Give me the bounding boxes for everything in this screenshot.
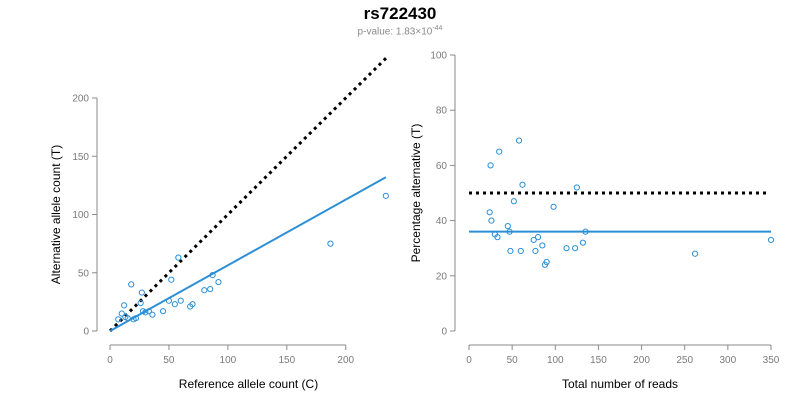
y-tick-label: 0 [83,327,89,338]
data-point [573,184,580,191]
x-tick-label: 100 [547,355,564,366]
x-axis-label: Reference allele count (C) [179,377,318,391]
data-point [579,239,586,246]
data-point [209,271,216,279]
data-point [486,209,493,216]
data-point [504,223,511,230]
y-axis: 0 50 100 150 200 [72,94,98,338]
data-point [128,281,135,288]
data-points [486,137,775,268]
y-tick-label: 100 [72,210,89,221]
data-point [506,228,513,235]
fit-line [109,176,387,332]
data-point [507,247,514,255]
data-point [168,276,175,283]
data-point [142,309,149,316]
y-axis-label: Percentage alternative (T) [409,124,423,263]
x-axis: 0 50 100 150 200 250 300 350 [466,344,780,366]
data-point [539,242,546,249]
data-point [582,228,589,235]
y-tick-label: 60 [436,161,448,172]
x-axis: 0 50 100 150 200 [107,344,355,366]
data-point [121,302,128,309]
data-point [767,236,775,244]
data-point [165,297,173,304]
data-point [530,236,537,244]
data-point [207,285,214,293]
data-point [137,299,144,307]
data-point [124,315,131,322]
data-point [543,258,550,266]
data-point [171,301,178,308]
data-point [487,162,494,169]
data-point [177,297,184,304]
data-point [572,245,579,252]
data-point [145,308,152,315]
y-tick-label: 80 [436,106,448,117]
percentage-alternative-panel: 0 50 100 150 200 250 300 350 0 20 40 60 80 100 Total n… [409,51,780,392]
allele-count-scatter-panel: 0 50 100 150 200 0 50 100 150 200 Reference allele… [49,56,389,391]
x-tick-label: 100 [220,355,237,366]
y-tick-label: 50 [78,268,90,279]
data-point [118,310,125,317]
data-point [494,234,501,241]
y-tick-label: 100 [430,51,447,62]
data-point [488,217,495,224]
x-tick-label: 0 [107,355,113,366]
data-point [138,289,145,296]
reference-dotted-line [108,56,389,333]
data-point [149,311,156,318]
x-tick-label: 300 [720,355,737,366]
data-point [510,198,517,205]
x-tick-label: 350 [763,355,780,366]
data-point [550,203,557,210]
y-tick-label: 150 [72,152,89,163]
data-point [519,181,526,188]
data-point [189,301,196,308]
x-axis-label: Total number of reads [562,377,678,391]
y-tick-label: 40 [436,216,448,227]
x-tick-label: 0 [466,355,472,366]
subtitle-exponent: -44 [432,25,443,32]
x-tick-label: 150 [590,355,607,366]
x-tick-label: 200 [633,355,650,366]
data-point [534,234,542,241]
x-tick-label: 150 [278,355,295,366]
data-point [327,240,334,247]
data-points [115,192,389,323]
y-axis-label: Alternative allele count (T) [49,145,63,284]
data-point [215,278,222,286]
data-point [115,316,122,323]
y-tick-label: 0 [441,327,447,338]
data-point [563,245,570,252]
chart-title: rs722430 [363,4,437,23]
data-point [175,254,182,261]
data-point [159,308,167,315]
data-point [382,192,389,199]
x-tick-label: 50 [507,355,519,366]
x-tick-label: 250 [676,355,693,366]
data-point [517,247,524,255]
y-axis: 0 20 40 60 80 100 [430,51,456,338]
data-point [201,287,208,294]
x-tick-label: 200 [337,355,354,366]
subtitle-text: p-value: 1.83×10 [357,26,433,38]
y-tick-label: 200 [72,94,89,105]
x-tick-label: 50 [163,355,175,366]
data-point [496,148,503,155]
y-tick-label: 20 [436,271,448,282]
chart-subtitle: p-value: 1.83×10-44 [0,25,800,37]
data-point [515,137,523,144]
data-point [132,315,140,322]
data-point [532,247,539,255]
data-point [691,250,699,257]
